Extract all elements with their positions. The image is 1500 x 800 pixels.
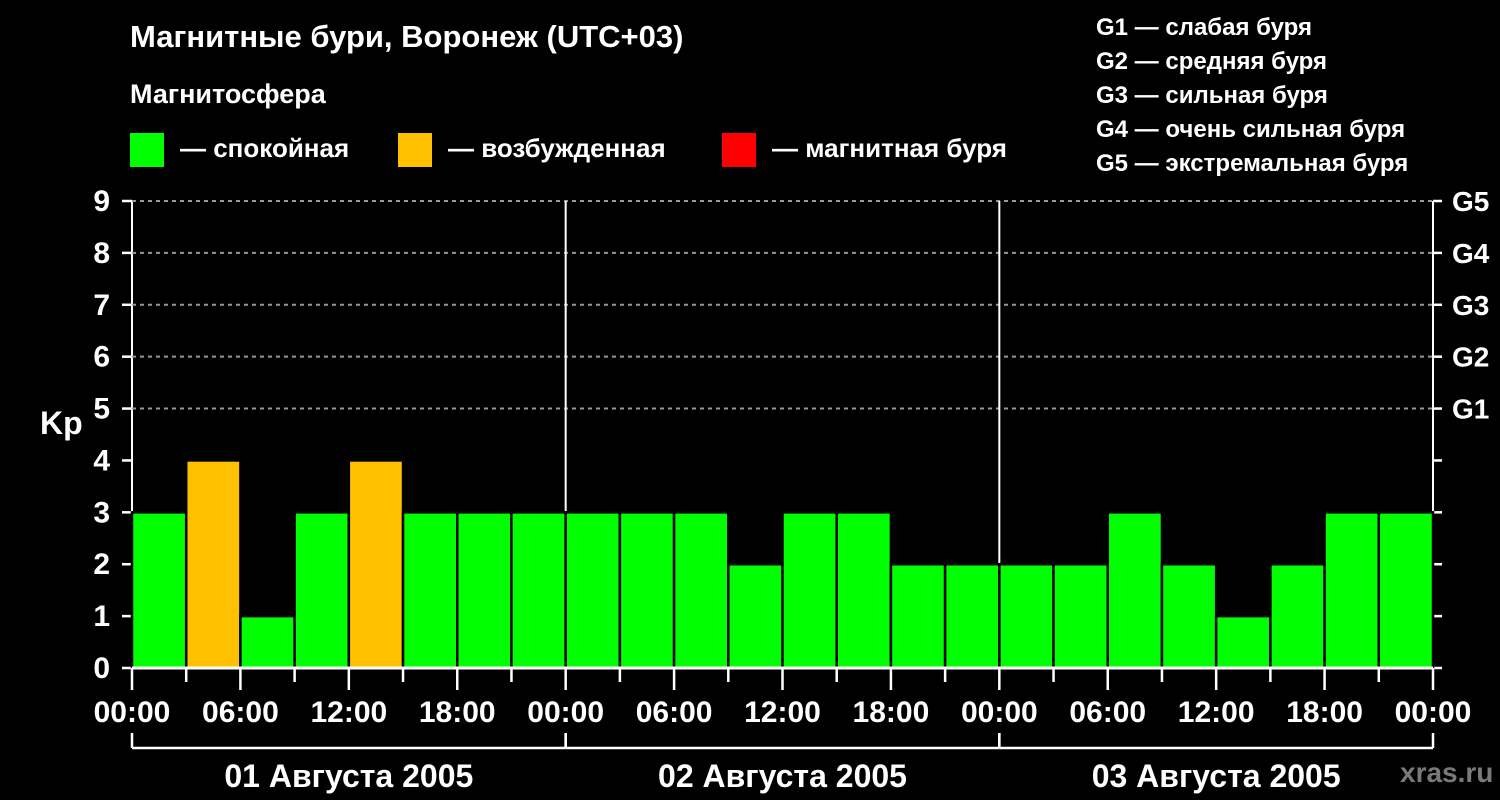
svg-text:02 Августа 2005: 02 Августа 2005 [658,758,907,794]
svg-text:4: 4 [93,444,110,477]
svg-text:5: 5 [93,393,110,426]
svg-text:18:00: 18:00 [853,696,930,729]
svg-text:18:00: 18:00 [1286,696,1363,729]
svg-text:03 Августа 2005: 03 Августа 2005 [1092,758,1341,794]
svg-text:8: 8 [93,237,110,270]
svg-text:00:00: 00:00 [94,696,171,729]
svg-text:01 Августа 2005: 01 Августа 2005 [224,758,473,794]
svg-text:G1: G1 [1452,394,1489,425]
svg-text:06:00: 06:00 [636,696,713,729]
svg-text:12:00: 12:00 [1178,696,1255,729]
svg-text:9: 9 [93,185,110,218]
svg-text:06:00: 06:00 [1069,696,1146,729]
svg-text:00:00: 00:00 [527,696,604,729]
svg-text:00:00: 00:00 [1395,696,1472,729]
svg-text:06:00: 06:00 [202,696,279,729]
svg-text:18:00: 18:00 [419,696,496,729]
svg-text:0: 0 [93,652,110,685]
svg-text:G3: G3 [1452,290,1489,321]
svg-text:12:00: 12:00 [310,696,387,729]
svg-text:00:00: 00:00 [961,696,1038,729]
svg-text:3: 3 [93,496,110,529]
svg-text:7: 7 [93,289,110,322]
svg-text:2: 2 [93,548,110,581]
svg-text:G4: G4 [1452,238,1490,269]
svg-text:6: 6 [93,341,110,374]
svg-text:G5: G5 [1452,186,1489,217]
svg-text:12:00: 12:00 [744,696,821,729]
svg-text:1: 1 [93,600,110,633]
svg-text:G2: G2 [1452,342,1489,373]
